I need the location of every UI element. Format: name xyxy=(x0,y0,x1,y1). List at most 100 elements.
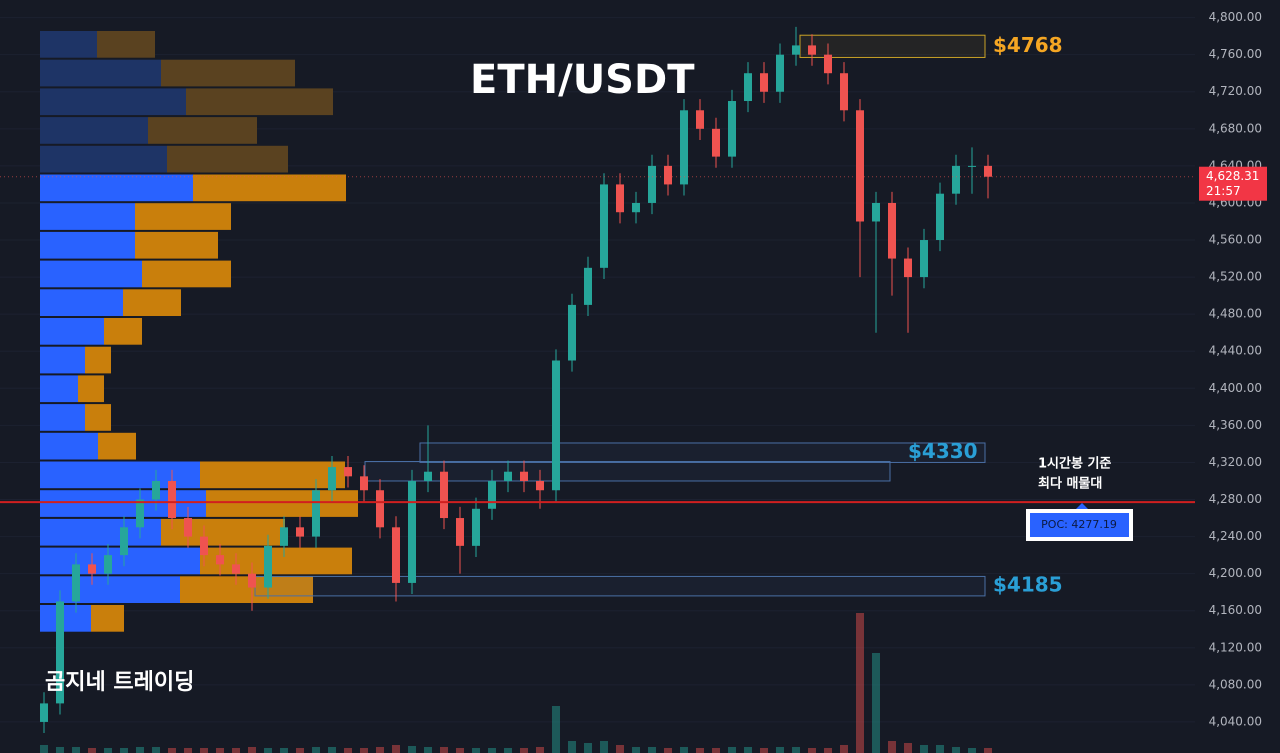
profile-sell xyxy=(135,203,231,230)
volume-bar xyxy=(808,748,816,753)
candle-body xyxy=(312,490,320,537)
zone-label: $4768 xyxy=(993,33,1063,57)
profile-sell xyxy=(123,289,181,316)
volume-bar xyxy=(728,747,736,753)
volume-profile xyxy=(40,31,358,632)
y-tick-label: 4,240.00 xyxy=(1209,529,1262,543)
volume-bar xyxy=(488,748,496,753)
candle-body xyxy=(40,703,48,722)
candle-body xyxy=(936,193,944,241)
profile-buy xyxy=(40,145,167,173)
profile-buy xyxy=(40,174,193,202)
volume-bar xyxy=(360,748,368,753)
y-tick-label: 4,080.00 xyxy=(1209,677,1262,691)
volume-bar xyxy=(280,748,288,753)
y-tick-label: 4,560.00 xyxy=(1209,233,1262,247)
poc-note: 1시간봉 기준 xyxy=(1038,456,1111,472)
candle-body xyxy=(760,73,768,92)
volume-bar xyxy=(152,747,160,753)
y-tick-label: 4,680.00 xyxy=(1209,121,1262,135)
volume-bar xyxy=(840,745,848,753)
profile-sell xyxy=(85,404,111,431)
profile-sell xyxy=(98,432,136,460)
poc-box xyxy=(1030,513,1129,537)
volume-bar xyxy=(88,748,96,753)
profile-buy xyxy=(40,490,206,517)
candle-body xyxy=(664,165,672,185)
candle-body xyxy=(392,527,400,583)
y-tick-label: 4,520.00 xyxy=(1209,270,1262,284)
candle-body xyxy=(200,536,208,556)
profile-sell xyxy=(167,145,288,173)
volume-bar xyxy=(264,748,272,753)
y-tick-label: 4,800.00 xyxy=(1209,10,1262,24)
volume-bar xyxy=(856,613,864,753)
profile-buy xyxy=(40,88,186,116)
volume-bar xyxy=(568,741,576,753)
zone-label: $4185 xyxy=(993,573,1063,597)
candle-body xyxy=(440,471,448,519)
volume-bar xyxy=(952,747,960,753)
profile-sell xyxy=(200,547,352,575)
candle-body xyxy=(280,527,288,546)
candle-body xyxy=(184,518,192,537)
candle-body xyxy=(360,476,368,491)
profile-buy xyxy=(40,318,104,345)
candle-body xyxy=(72,564,80,602)
candle-body xyxy=(88,564,96,574)
candle-body xyxy=(616,184,624,213)
volume-bar xyxy=(392,745,400,753)
candle-body xyxy=(456,518,464,546)
candle-body xyxy=(264,545,272,588)
candle-body xyxy=(856,110,864,222)
countdown: 21:57 xyxy=(1206,184,1241,198)
candle-body xyxy=(584,267,592,305)
candle-body xyxy=(728,101,736,157)
zone xyxy=(364,461,891,482)
zones: $4768 $4330 $4185 xyxy=(254,33,1063,597)
volume-bar xyxy=(648,747,656,753)
volume-bar xyxy=(104,748,112,753)
candle-body xyxy=(296,527,304,537)
candle-body xyxy=(504,471,512,481)
volume-bar xyxy=(72,747,80,753)
last-price-box xyxy=(1199,166,1267,201)
volume-bar xyxy=(632,747,640,753)
volume-bar xyxy=(232,748,240,753)
zone xyxy=(254,575,986,597)
volume-bar xyxy=(56,747,64,753)
volume-bar xyxy=(760,748,768,753)
profile-buy xyxy=(40,346,85,374)
candle-body xyxy=(376,490,384,528)
volume-bar xyxy=(200,748,208,753)
profile-buy xyxy=(40,59,161,87)
candle-body xyxy=(408,480,416,583)
profile-sell xyxy=(180,576,313,603)
profile-buy xyxy=(40,117,148,144)
volume-bar xyxy=(536,747,544,753)
profile-sell xyxy=(193,174,346,202)
volume-bar xyxy=(472,748,480,753)
volume-bar xyxy=(312,747,320,753)
volume-bar xyxy=(504,748,512,753)
candle-body xyxy=(552,360,560,491)
profile-sell xyxy=(161,518,285,546)
profile-buy xyxy=(40,31,97,58)
profile-buy xyxy=(40,432,98,460)
candle-body xyxy=(968,165,976,167)
y-tick-label: 4,480.00 xyxy=(1209,307,1262,321)
candle-body xyxy=(488,480,496,509)
profile-buy xyxy=(40,404,85,431)
candle-body xyxy=(840,73,848,111)
candle-body xyxy=(792,45,800,55)
volume-bar xyxy=(328,747,336,753)
candle-body xyxy=(744,73,752,102)
y-tick-label: 4,040.00 xyxy=(1209,714,1262,728)
profile-sell xyxy=(91,605,124,632)
volume-bar xyxy=(168,748,176,753)
profile-sell xyxy=(186,88,333,116)
volume-bar xyxy=(296,748,304,753)
candle-body xyxy=(328,467,336,491)
volume-bar xyxy=(888,741,896,753)
